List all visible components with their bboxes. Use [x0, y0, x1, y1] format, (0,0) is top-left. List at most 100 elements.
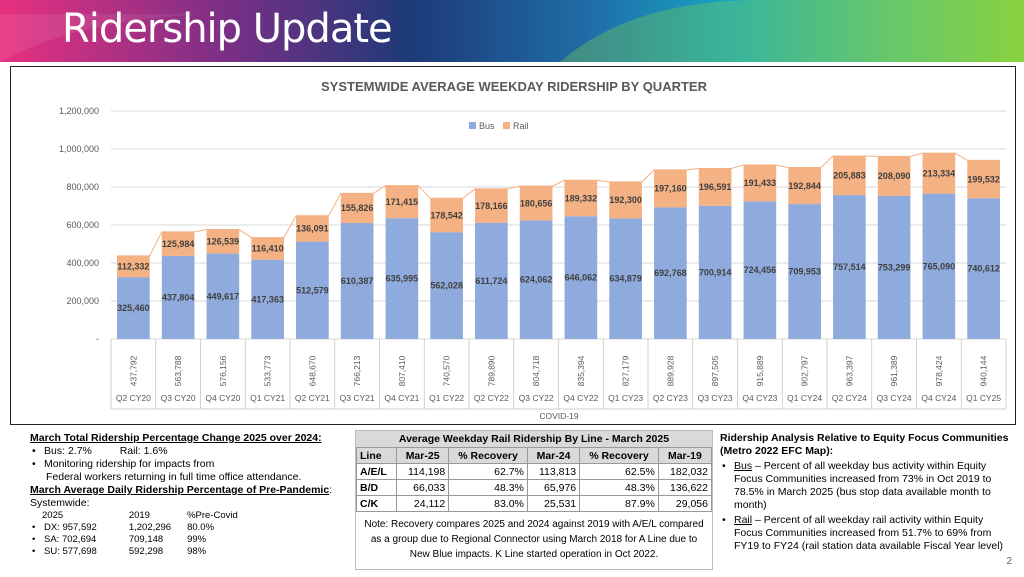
systemwide-header-row: 2025 2019 %Pre-Covid: [30, 510, 240, 522]
bar-bus: [117, 277, 150, 339]
x-category-label: Q4 CY22: [563, 393, 598, 403]
total-label: 648,670: [307, 355, 317, 386]
x-category-label: Q4 CY20: [205, 393, 240, 403]
x-category-label: Q1 CY22: [429, 393, 464, 403]
total-label: 835,394: [576, 355, 586, 386]
cell: 25,531: [526, 495, 581, 512]
data-label-bus: 757,514: [833, 262, 866, 272]
rail-ridership-table: Line Mar-25 % Recovery Mar-24 % Recovery…: [356, 447, 713, 512]
bus-equity-item: Bus – Percent of all weekday bus activit…: [720, 460, 1010, 512]
line-name: A/E/L: [356, 463, 397, 480]
col-mar-24: Mar-24: [526, 447, 581, 464]
systemwide-label: Systemwide:: [30, 497, 90, 509]
bar-rail: [296, 215, 329, 242]
total-line: [117, 152, 1000, 257]
bus-equity-text: – Percent of all weekday bus activity wi…: [734, 460, 992, 511]
col-recovery-25: % Recovery: [448, 447, 528, 464]
x-category-label: Q3 CY24: [877, 393, 912, 403]
y-tick-label: 600,000: [66, 220, 99, 230]
ridership-chart: SYSTEMWIDE AVERAGE WEEKDAY RIDERSHIP BY …: [10, 66, 1016, 425]
value-2025: 577,698: [62, 546, 97, 557]
line-name: B/D: [356, 479, 397, 496]
data-label-rail: 178,542: [430, 210, 463, 220]
data-label-rail: 116,410: [252, 244, 284, 254]
bar-bus: [967, 198, 1000, 339]
y-tick-label: 200,000: [66, 296, 99, 306]
left-summary-panel: March Total Ridership Percentage Change …: [30, 432, 350, 558]
total-label: 915,889: [755, 355, 765, 386]
data-label-rail: 191,433: [744, 178, 777, 188]
bar-bus: [340, 223, 374, 339]
pre-pandemic-heading-row: March Average Daily Ridership Percentage…: [30, 484, 350, 497]
total-label: 889,928: [665, 355, 675, 386]
bar-bus: [475, 222, 508, 339]
data-label-bus: 611,724: [475, 276, 507, 286]
cell: 29,056: [657, 495, 713, 512]
bar-bus: [698, 205, 732, 339]
total-label: 961,389: [889, 355, 899, 386]
data-label-bus: 692,768: [654, 268, 687, 278]
data-label-rail: 199,532: [967, 174, 1000, 184]
rail-equity-text: – Percent of all weekday rail activity w…: [734, 514, 1004, 552]
cell: 48.3%: [579, 479, 659, 496]
cell: 65,976: [526, 479, 581, 496]
day-type-label: DX:: [44, 522, 60, 533]
bar-rail: [609, 181, 642, 219]
data-label-bus: 417,363: [251, 294, 284, 304]
table-row: C/K 24,112 83.0% 25,531 87.9% 29,056: [356, 495, 713, 512]
x-category-label: Q4 CY23: [742, 393, 777, 403]
value-2019: 592,298: [128, 546, 164, 557]
rail-table-title: Average Weekday Rail Ridership By Line -…: [356, 431, 712, 447]
col-recovery-24: % Recovery: [579, 447, 659, 464]
legend-label-rail: Rail: [513, 121, 529, 131]
bar-rail: [519, 186, 553, 221]
bar-bus: [385, 218, 419, 339]
x-category-label: Q2 CY22: [474, 393, 509, 403]
cell: 114,198: [395, 463, 450, 480]
covid-group-label: COVID-19: [539, 411, 578, 421]
data-label-rail: 126,539: [207, 237, 240, 247]
cell: 66,033: [395, 479, 450, 496]
pre-pandemic-heading-colon: :: [329, 484, 333, 496]
data-label-rail: 178,166: [475, 201, 508, 211]
total-label: 533,773: [263, 355, 273, 386]
total-label: 963,397: [844, 355, 854, 386]
rail-equity-item: Rail – Percent of all weekday rail activ…: [720, 514, 1010, 553]
data-label-rail: 125,984: [162, 239, 195, 249]
y-tick-label: 1,200,000: [59, 106, 99, 116]
bar-rail: [564, 180, 598, 217]
stacked-bar-chart-svg: SYSTEMWIDE AVERAGE WEEKDAY RIDERSHIP BY …: [59, 79, 1007, 421]
total-label: 789,890: [486, 355, 496, 386]
bar-rail: [698, 168, 732, 206]
bar-bus: [922, 193, 956, 339]
data-label-bus: 624,062: [520, 275, 553, 285]
bar-bus: [609, 218, 642, 339]
bar-bus: [743, 201, 777, 339]
legend-swatch-rail: [503, 122, 510, 129]
bar-rail: [206, 229, 240, 254]
data-label-bus: 740,612: [967, 264, 1000, 274]
bar-rail: [654, 169, 687, 208]
bar-bus: [877, 195, 911, 339]
rail-change-value: 1.6%: [143, 445, 168, 457]
x-category-label: Q1 CY25: [966, 393, 1001, 403]
bar-rail: [788, 167, 821, 205]
mode-change-item: Bus: 2.7% Rail: 1.6%: [30, 445, 350, 458]
bar-rail: [967, 160, 1000, 199]
cell: 83.0%: [448, 495, 528, 512]
total-label: 827,179: [621, 355, 631, 386]
chart-title: SYSTEMWIDE AVERAGE WEEKDAY RIDERSHIP BY …: [321, 79, 708, 94]
y-tick-label: -: [96, 334, 99, 344]
rail-equity-lead: Rail: [734, 514, 753, 526]
x-category-label: Q2 CY23: [653, 393, 688, 403]
monitoring-text-1: Monitoring ridership for impacts from: [44, 458, 215, 470]
data-label-bus: 724,456: [744, 265, 777, 275]
col-line: Line: [356, 447, 397, 464]
monitoring-text-2: Federal workers returning in full time o…: [46, 471, 302, 483]
data-label-bus: 562,028: [430, 281, 463, 291]
data-label-bus: 635,995: [386, 274, 419, 284]
bar-rail: [161, 231, 195, 256]
ridership-change-heading: March Total Ridership Percentage Change …: [30, 432, 322, 444]
data-label-rail: 136,091: [296, 224, 329, 234]
cell: 136,622: [657, 479, 713, 496]
